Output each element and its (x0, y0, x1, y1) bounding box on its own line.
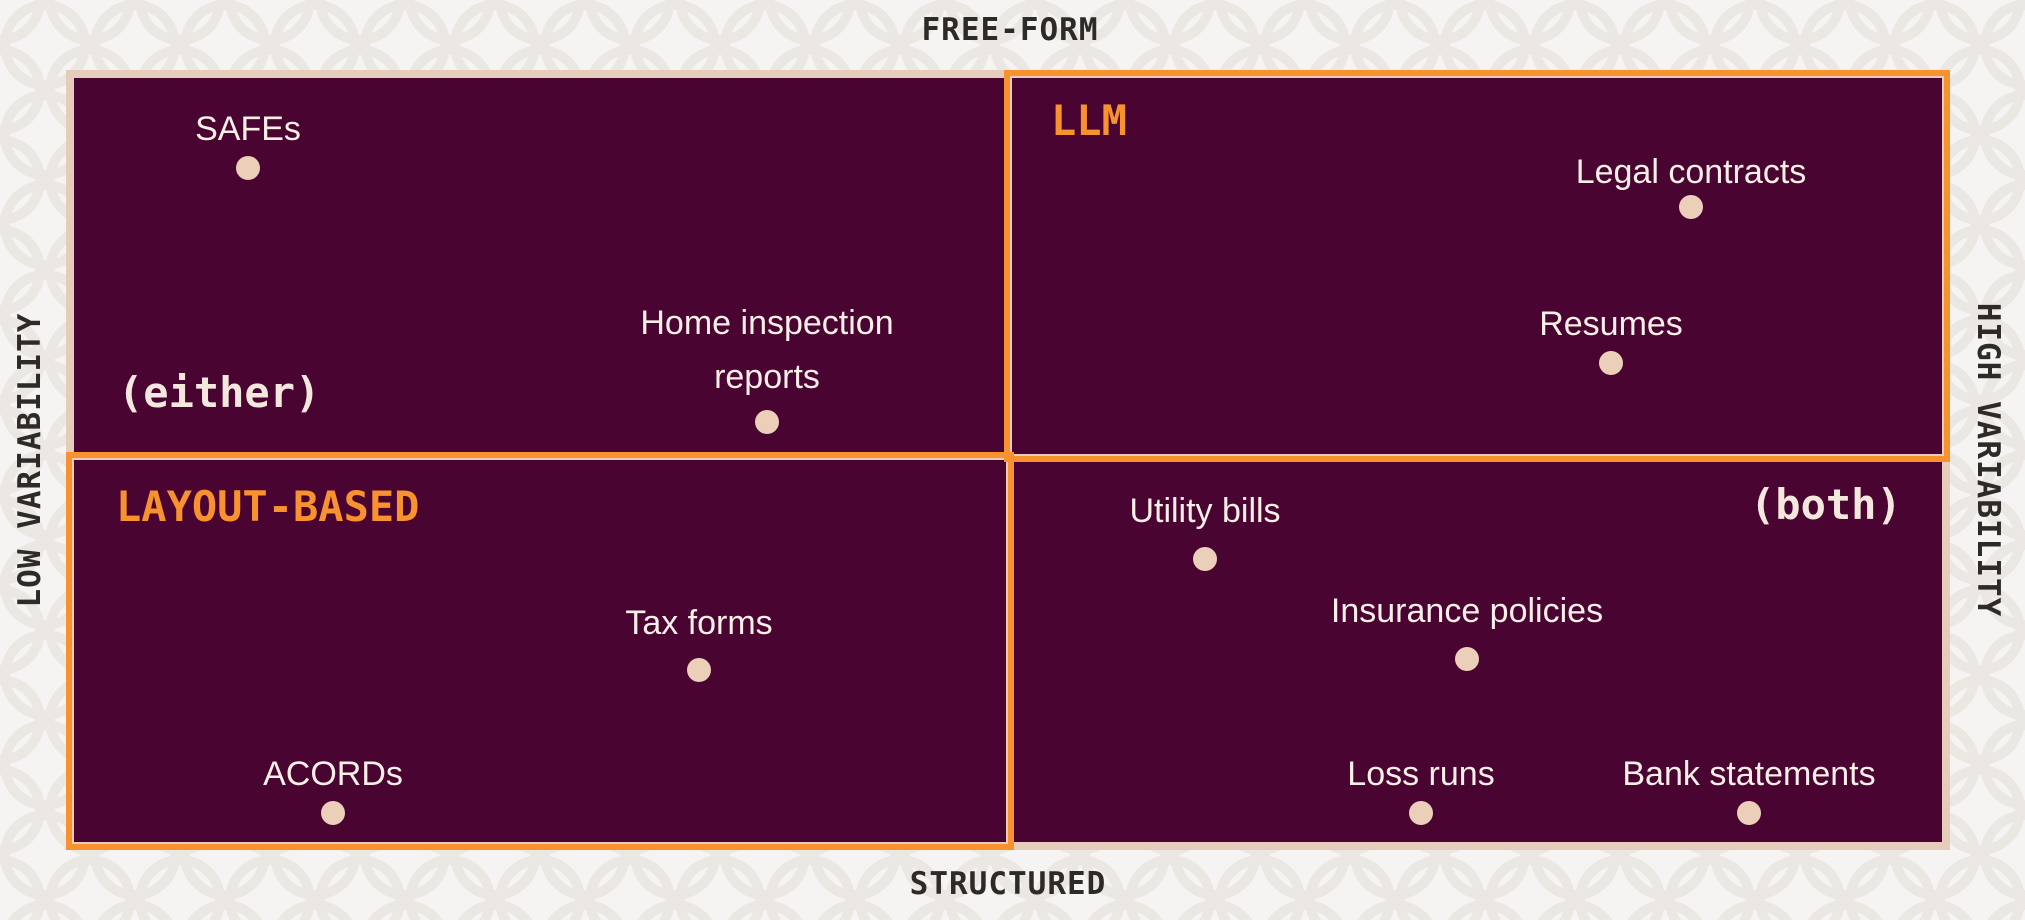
item-label-utility-bills: Utility bills (1129, 492, 1281, 530)
quadrant-structured-high-variability (1012, 460, 1942, 842)
item-dot-loss-runs (1409, 801, 1433, 825)
axis-label-structured: STRUCTURED (909, 866, 1107, 902)
item-label-insurance-policies: Insurance policies (1330, 592, 1604, 630)
item-label-loss-runs: Loss runs (1347, 755, 1495, 793)
item-label-acords: ACORDs (263, 755, 403, 793)
item-label-legal-contracts: Legal contracts (1575, 153, 1807, 191)
item-label-tax-forms: Tax forms (625, 604, 773, 642)
item-label-resumes: Resumes (1539, 305, 1683, 343)
item-label-safes: SAFEs (195, 110, 301, 148)
axis-label-free-form: FREE-FORM (921, 12, 1099, 48)
layout-based-region-outline (66, 452, 1014, 850)
item-label-bank-statements: Bank statements (1622, 755, 1876, 793)
axis-label-low-variability: LOW VARIABILITY (12, 312, 48, 608)
item-dot-legal-contracts (1679, 195, 1703, 219)
axis-label-high-variability: HIGH VARIABILITY (1970, 302, 2006, 618)
quadrant-free-form-high-variability (1012, 78, 1942, 454)
item-label-home-inspection-reports: Home inspection reports (640, 304, 894, 396)
item-dot-resumes (1599, 351, 1623, 375)
region-label-both: (both) (1750, 480, 1902, 529)
item-dot-insurance-policies (1455, 647, 1479, 671)
quadrant-structured-low-variability (74, 460, 1006, 842)
llm-region-outline (1004, 70, 1950, 462)
item-dot-utility-bills (1193, 547, 1217, 571)
item-dot-home-inspection-reports (755, 410, 779, 434)
item-dot-tax-forms (687, 658, 711, 682)
region-label-layout-based: LAYOUT-BASED (116, 482, 420, 531)
item-dot-safes (236, 156, 260, 180)
item-dot-acords (321, 801, 345, 825)
item-dot-bank-statements (1737, 801, 1761, 825)
quadrant-free-form-low-variability (74, 78, 1006, 454)
region-label-llm: LLM (1051, 96, 1127, 145)
region-label-either: (either) (118, 368, 321, 417)
